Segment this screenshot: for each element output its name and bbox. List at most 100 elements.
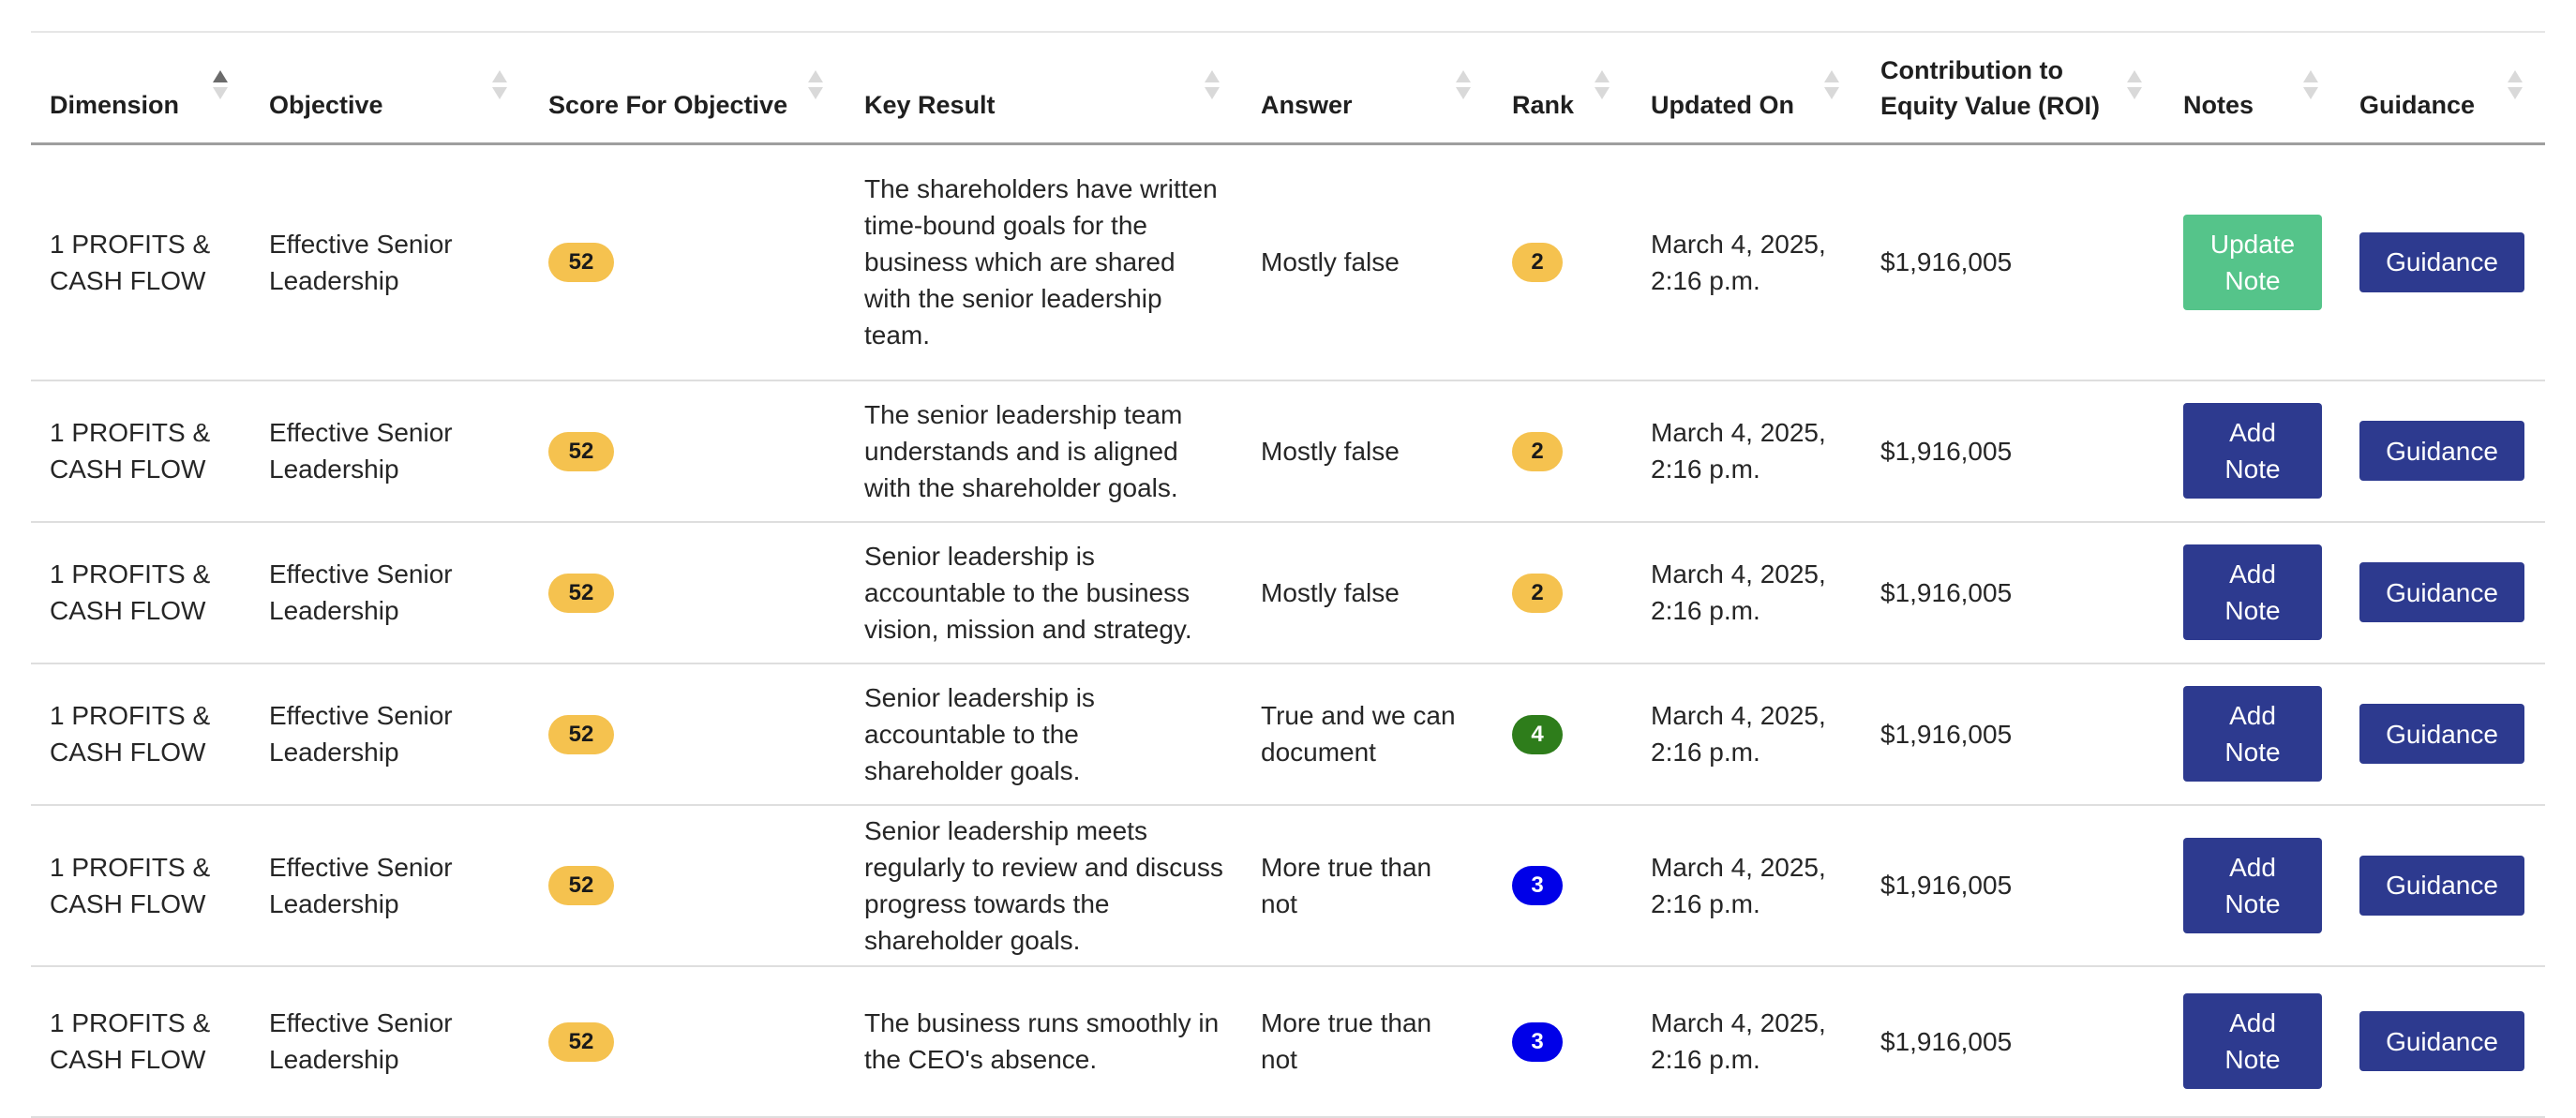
- column-header-rank[interactable]: Rank: [1493, 32, 1632, 145]
- guidance-cell: Guidance: [2341, 804, 2545, 967]
- column-header-label: Score For Objective: [548, 90, 788, 119]
- guidance-button[interactable]: Guidance: [2359, 1011, 2524, 1071]
- sort-icon: [808, 70, 823, 102]
- column-header-label: Contribution to Equity Value (ROI): [1880, 55, 2101, 120]
- rank-badge: 2: [1512, 573, 1563, 613]
- objective-cell: Effective Senior Leadership: [250, 804, 530, 967]
- key-result-cell: The business runs smoothly in the CEO's …: [846, 965, 1242, 1118]
- notes-cell: Update Note: [2164, 143, 2341, 381]
- guidance-button[interactable]: Guidance: [2359, 231, 2524, 292]
- notes-cell: Add Note: [2164, 521, 2341, 664]
- dimension-cell: 1 PROFITS & CASH FLOW: [31, 380, 250, 523]
- score-badge: 52: [548, 714, 614, 754]
- dimension-cell: 1 PROFITS & CASH FLOW: [31, 521, 250, 664]
- guidance-button[interactable]: Guidance: [2359, 421, 2524, 481]
- rank-badge: 3: [1512, 866, 1563, 905]
- key-result-cell: Senior leadership is accountable to the …: [846, 663, 1242, 806]
- sort-icon: [1456, 70, 1471, 102]
- updated-on-cell: March 4, 2025, 2:16 p.m.: [1632, 143, 1862, 381]
- column-header-roi[interactable]: Contribution to Equity Value (ROI): [1862, 32, 2164, 145]
- guidance-cell: Guidance: [2341, 663, 2545, 806]
- objective-cell: Effective Senior Leadership: [250, 663, 530, 806]
- add-note-button[interactable]: Add Note: [2183, 544, 2322, 640]
- column-header-key-result[interactable]: Key Result: [846, 32, 1242, 145]
- roi-cell: $1,916,005: [1862, 804, 2164, 967]
- roi-cell: $1,916,005: [1862, 380, 2164, 523]
- answer-cell: Mostly false: [1242, 380, 1493, 523]
- column-header-label: Guidance: [2359, 90, 2476, 119]
- table-row: 1 PROFITS & CASH FLOW Effective Senior Lea…: [31, 380, 2545, 523]
- guidance-cell: Guidance: [2341, 521, 2545, 664]
- column-header-score[interactable]: Score For Objective: [530, 32, 846, 145]
- rank-cell: 4: [1493, 663, 1632, 806]
- score-badge: 52: [548, 1021, 614, 1062]
- notes-cell: Add Note: [2164, 965, 2341, 1118]
- dimension-cell: 1 PROFITS & CASH FLOW: [31, 804, 250, 967]
- score-cell: 52: [530, 143, 846, 381]
- objective-cell: Effective Senior Leadership: [250, 143, 530, 381]
- column-header-dimension[interactable]: Dimension: [31, 32, 250, 145]
- table-row: 1 PROFITS & CASH FLOW Effective Senior Lea…: [31, 143, 2545, 381]
- guidance-button[interactable]: Guidance: [2359, 704, 2524, 764]
- rank-cell: 2: [1493, 143, 1632, 381]
- add-note-button[interactable]: Add Note: [2183, 403, 2322, 499]
- column-header-updated-on[interactable]: Updated On: [1632, 32, 1862, 145]
- answer-cell: True and we can document: [1242, 663, 1493, 806]
- roi-cell: $1,916,005: [1862, 965, 2164, 1118]
- column-header-label: Notes: [2183, 90, 2254, 119]
- column-header-label: Answer: [1261, 90, 1353, 119]
- column-header-label: Rank: [1512, 90, 1575, 119]
- column-header-guidance[interactable]: Guidance: [2341, 32, 2545, 145]
- updated-on-cell: March 4, 2025, 2:16 p.m.: [1632, 965, 1862, 1118]
- objective-cell: Effective Senior Leadership: [250, 521, 530, 664]
- sort-ascending-icon: [213, 70, 228, 102]
- score-cell: 52: [530, 965, 846, 1118]
- rank-badge: 3: [1512, 1021, 1563, 1062]
- guidance-cell: Guidance: [2341, 143, 2545, 381]
- guidance-cell: Guidance: [2341, 965, 2545, 1118]
- sort-icon: [492, 70, 507, 102]
- guidance-button[interactable]: Guidance: [2359, 562, 2524, 622]
- rank-cell: 3: [1493, 965, 1632, 1118]
- column-header-answer[interactable]: Answer: [1242, 32, 1493, 145]
- column-header-label: Key Result: [864, 90, 996, 119]
- answer-cell: More true than not: [1242, 804, 1493, 967]
- add-note-button[interactable]: Add Note: [2183, 686, 2322, 782]
- table-row: 1 PROFITS & CASH FLOW Effective Senior Lea…: [31, 804, 2545, 967]
- updated-on-cell: March 4, 2025, 2:16 p.m.: [1632, 380, 1862, 523]
- answer-cell: Mostly false: [1242, 143, 1493, 381]
- score-cell: 52: [530, 521, 846, 664]
- answer-cell: Mostly false: [1242, 521, 1493, 664]
- score-badge: 52: [548, 431, 614, 471]
- table-body: 1 PROFITS & CASH FLOW Effective Senior Lea…: [31, 143, 2545, 1118]
- add-note-button[interactable]: Add Note: [2183, 993, 2322, 1089]
- notes-cell: Add Note: [2164, 380, 2341, 523]
- score-badge: 52: [548, 866, 614, 905]
- score-badge: 52: [548, 573, 614, 613]
- key-result-cell: The shareholders have written time-bound…: [846, 143, 1242, 381]
- column-header-objective[interactable]: Objective: [250, 32, 530, 145]
- add-note-button[interactable]: Add Note: [2183, 837, 2322, 933]
- notes-cell: Add Note: [2164, 804, 2341, 967]
- column-header-label: Updated On: [1651, 90, 1794, 119]
- rank-badge: 2: [1512, 243, 1563, 283]
- sort-icon: [2508, 70, 2523, 102]
- sort-icon: [2127, 70, 2142, 102]
- table-row: 1 PROFITS & CASH FLOW Effective Senior Lea…: [31, 965, 2545, 1118]
- score-cell: 52: [530, 663, 846, 806]
- dimension-cell: 1 PROFITS & CASH FLOW: [31, 663, 250, 806]
- results-table: Dimension Objective Score For Objective …: [31, 31, 2545, 1118]
- key-result-cell: The senior leadership team understands a…: [846, 380, 1242, 523]
- sort-icon: [1595, 70, 1610, 102]
- roi-cell: $1,916,005: [1862, 143, 2164, 381]
- notes-cell: Add Note: [2164, 663, 2341, 806]
- guidance-button[interactable]: Guidance: [2359, 855, 2524, 916]
- roi-cell: $1,916,005: [1862, 521, 2164, 664]
- updated-on-cell: March 4, 2025, 2:16 p.m.: [1632, 804, 1862, 967]
- update-note-button[interactable]: Update Note: [2183, 214, 2322, 310]
- rank-cell: 2: [1493, 380, 1632, 523]
- roi-cell: $1,916,005: [1862, 663, 2164, 806]
- updated-on-cell: March 4, 2025, 2:16 p.m.: [1632, 663, 1862, 806]
- column-header-notes[interactable]: Notes: [2164, 32, 2341, 145]
- table-row: 1 PROFITS & CASH FLOW Effective Senior Lea…: [31, 521, 2545, 664]
